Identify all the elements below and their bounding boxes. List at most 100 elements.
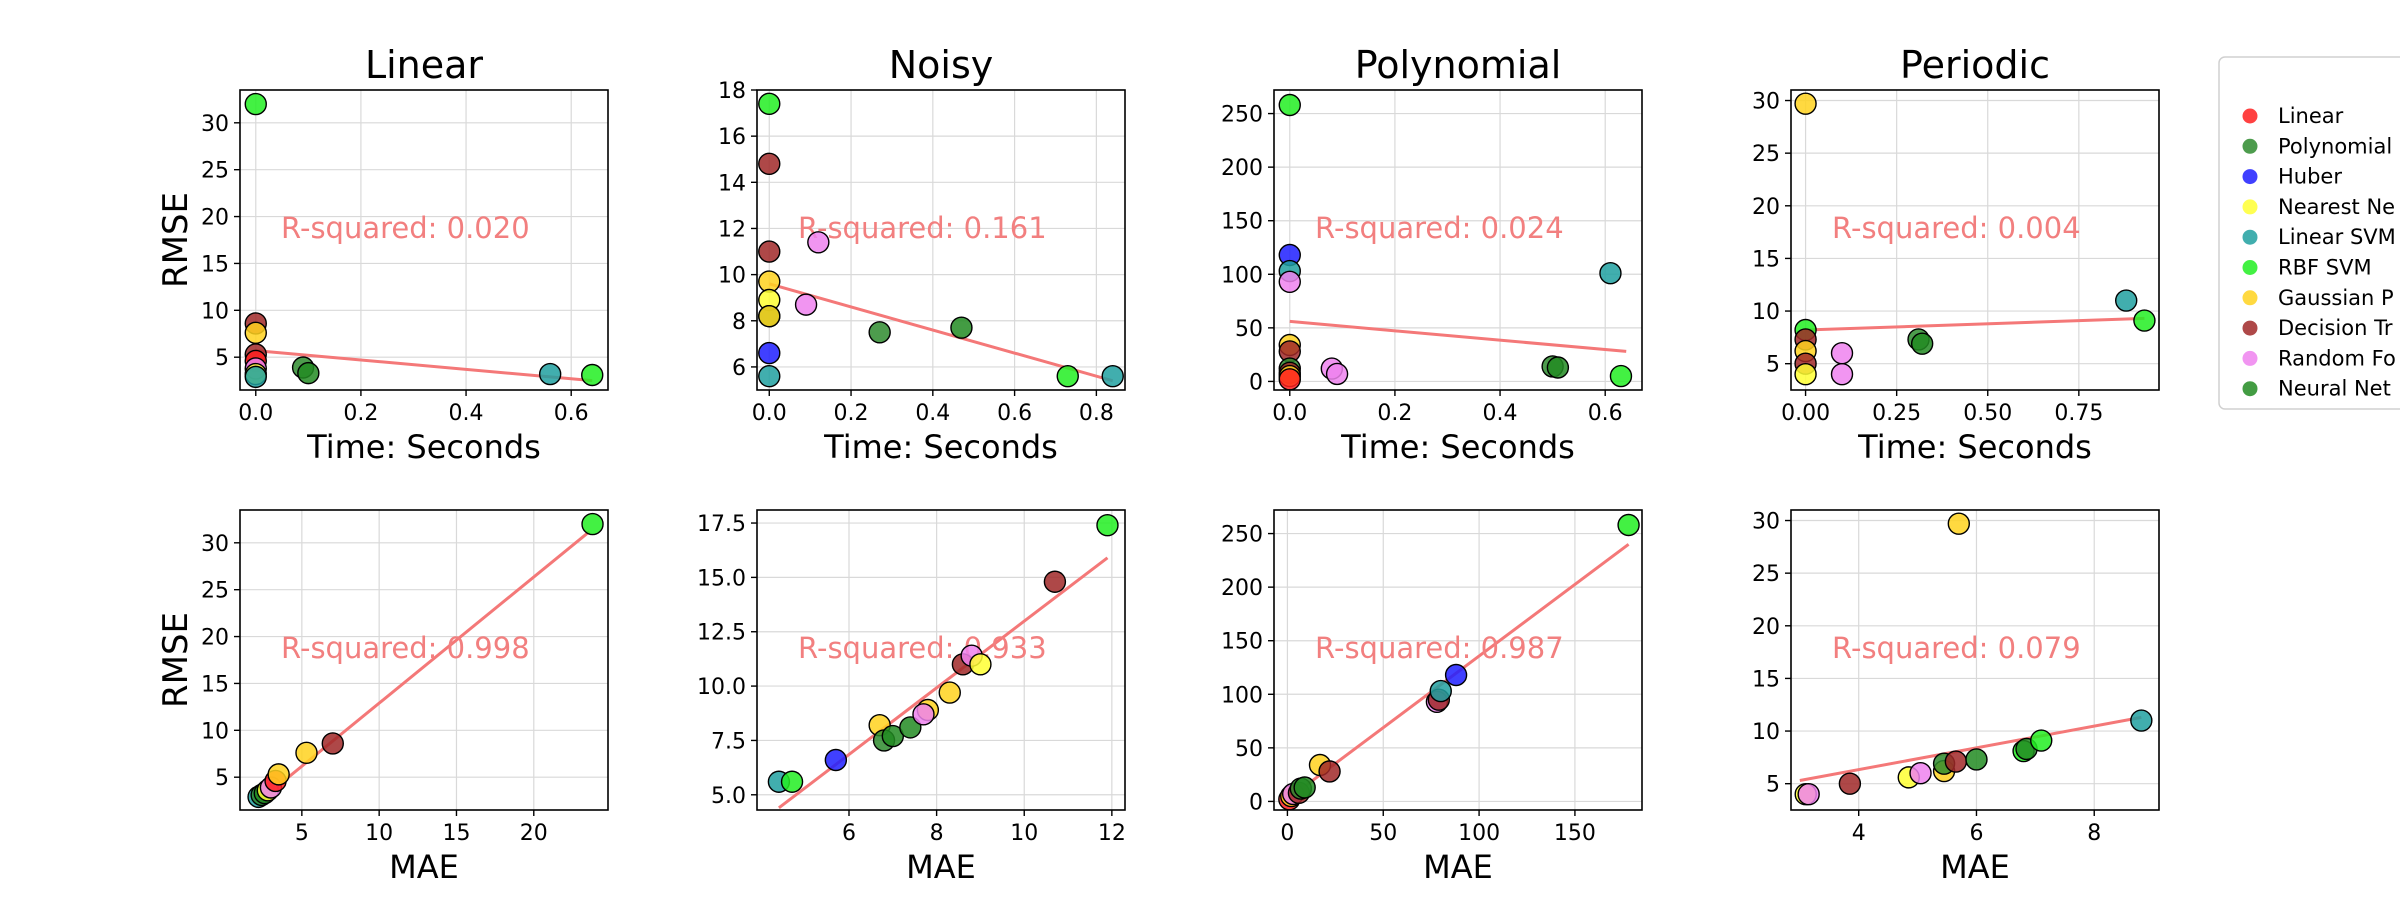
legend-marker — [2242, 169, 2258, 185]
data-point — [1278, 93, 1301, 117]
x-tick-label: 15 — [442, 821, 470, 846]
data-point — [1043, 570, 1067, 593]
y-tick-label: 6 — [732, 356, 746, 381]
y-tick-label: 5.0 — [711, 784, 746, 809]
data-point — [1096, 514, 1119, 537]
panel-2: R-squared: 0.161 0.0 0.2 0.4 0.6 0.8 6 8 10 12 14 1… — [718, 43, 1126, 466]
y-tick-label: 150 — [1221, 630, 1263, 655]
legend-marker — [2242, 108, 2258, 124]
x-tick-label: 0.50 — [1963, 401, 2012, 426]
data-point — [1947, 512, 1971, 535]
x-tick-label: 10 — [365, 821, 393, 846]
y-tick-label: 100 — [1221, 683, 1263, 708]
y-tick-label: 18 — [718, 79, 746, 104]
axes-frame — [1790, 509, 2160, 811]
y-tick-label: 17.5 — [697, 512, 746, 537]
regression-line — [777, 556, 1109, 810]
data-point — [1325, 362, 1349, 386]
y-tick-label: 15.0 — [697, 566, 746, 591]
panel-title: Periodic — [1900, 43, 2050, 87]
legend-marker — [2242, 381, 2258, 397]
x-tick-label: 0.0 — [238, 401, 273, 426]
y-tick-label: 10 — [201, 719, 229, 744]
y-axis-label: RMSE — [156, 192, 196, 288]
panel-title: Noisy — [889, 43, 994, 87]
r-squared-annotation: R-squared: 0.024 — [1315, 211, 1564, 245]
data-point — [2133, 309, 2156, 332]
x-tick-label: 0.2 — [1377, 401, 1412, 426]
data-point — [758, 240, 781, 263]
legend-marker — [2242, 138, 2258, 154]
y-tick-label: 5 — [1766, 353, 1780, 378]
x-axis-label: MAE — [906, 848, 976, 886]
x-tick-label: 0.6 — [997, 401, 1032, 426]
y-tick-label: 20 — [201, 206, 229, 231]
data-point — [950, 316, 973, 339]
regression-line — [1799, 715, 2142, 783]
panel-3: R-squared: 0.024 0.0 0.2 0.4 0.6 0 50 100 150 200… — [1221, 43, 1643, 466]
data-point — [758, 304, 781, 328]
legend-label: Random Fo — [2278, 346, 2396, 370]
data-point — [2115, 289, 2138, 312]
legend-label: Gaussian P — [2278, 286, 2394, 310]
y-tick-label: 0 — [1249, 790, 1263, 815]
data-point — [1546, 356, 1570, 379]
legend-label: Huber — [2278, 165, 2342, 189]
regression-line — [768, 282, 1114, 383]
x-tick-label: 0.6 — [1588, 401, 1623, 426]
panel-6: R-squared: 0.933 6 8 10 12 5.0 7.5 10.0 12.5 15.0… — [697, 509, 1126, 886]
panel-5: R-squared: 0.998 5 10 15 20 5 10 15 20 25 30 MAE RMS… — [156, 509, 609, 886]
panel-title: Linear — [365, 43, 483, 87]
x-tick-label: 0.25 — [1872, 401, 1921, 426]
y-tick-label: 8 — [732, 310, 746, 335]
y-tick-label: 250 — [1221, 103, 1263, 128]
data-point — [1599, 262, 1622, 285]
y-tick-label: 14 — [718, 171, 746, 196]
r-squared-annotation: R-squared: 0.987 — [1315, 631, 1564, 665]
legend-label: Decision Tr — [2278, 316, 2393, 340]
data-point — [969, 653, 992, 676]
y-tick-label: 5 — [215, 346, 229, 371]
data-point — [1910, 332, 1934, 355]
legend-marker — [2242, 290, 2258, 306]
x-tick-label: 50 — [1369, 821, 1397, 846]
data-point — [1909, 761, 1932, 785]
x-tick-label: 5 — [295, 821, 309, 846]
x-tick-label: 100 — [1458, 821, 1500, 846]
data-point — [244, 92, 267, 116]
x-tick-label: 8 — [930, 821, 944, 846]
data-point — [758, 152, 781, 176]
x-tick-label: 0.4 — [915, 401, 950, 426]
regression-line — [1805, 316, 2145, 332]
x-tick-label: 0.00 — [1781, 401, 1830, 426]
axes-frame — [1790, 89, 2160, 391]
legend-label: Neural Net — [2278, 377, 2391, 401]
data-point — [758, 92, 781, 116]
y-tick-label: 15 — [1752, 247, 1780, 272]
data-point — [1278, 368, 1301, 391]
data-point — [1797, 783, 1820, 806]
data-point — [581, 363, 604, 387]
x-tick-label: 8 — [2087, 821, 2101, 846]
data-point — [758, 341, 781, 365]
data-point — [1293, 776, 1316, 799]
y-tick-label: 50 — [1235, 317, 1263, 342]
y-tick-label: 20 — [1752, 195, 1780, 220]
data-point — [1278, 270, 1301, 293]
x-tick-label: 20 — [520, 821, 548, 846]
legend-label: Linear — [2278, 104, 2344, 128]
data-point — [244, 365, 267, 389]
data-point — [2030, 729, 2053, 752]
legend-label: Linear SVM — [2278, 225, 2396, 249]
legend-marker — [2242, 260, 2258, 275]
data-point — [321, 732, 344, 755]
y-tick-label: 30 — [201, 532, 229, 557]
y-tick-label: 15 — [201, 252, 229, 277]
x-tick-label: 0.0 — [752, 401, 787, 426]
y-tick-label: 12.5 — [697, 621, 746, 646]
y-tick-label: 10 — [718, 264, 746, 289]
data-point — [581, 512, 604, 536]
r-squared-annotation: R-squared: 0.020 — [281, 211, 530, 245]
panel-4: R-squared: 0.004 0.00 0.25 0.50 0.75 5 10 15 20 2… — [1752, 43, 2160, 466]
x-tick-label: 0.2 — [834, 401, 869, 426]
